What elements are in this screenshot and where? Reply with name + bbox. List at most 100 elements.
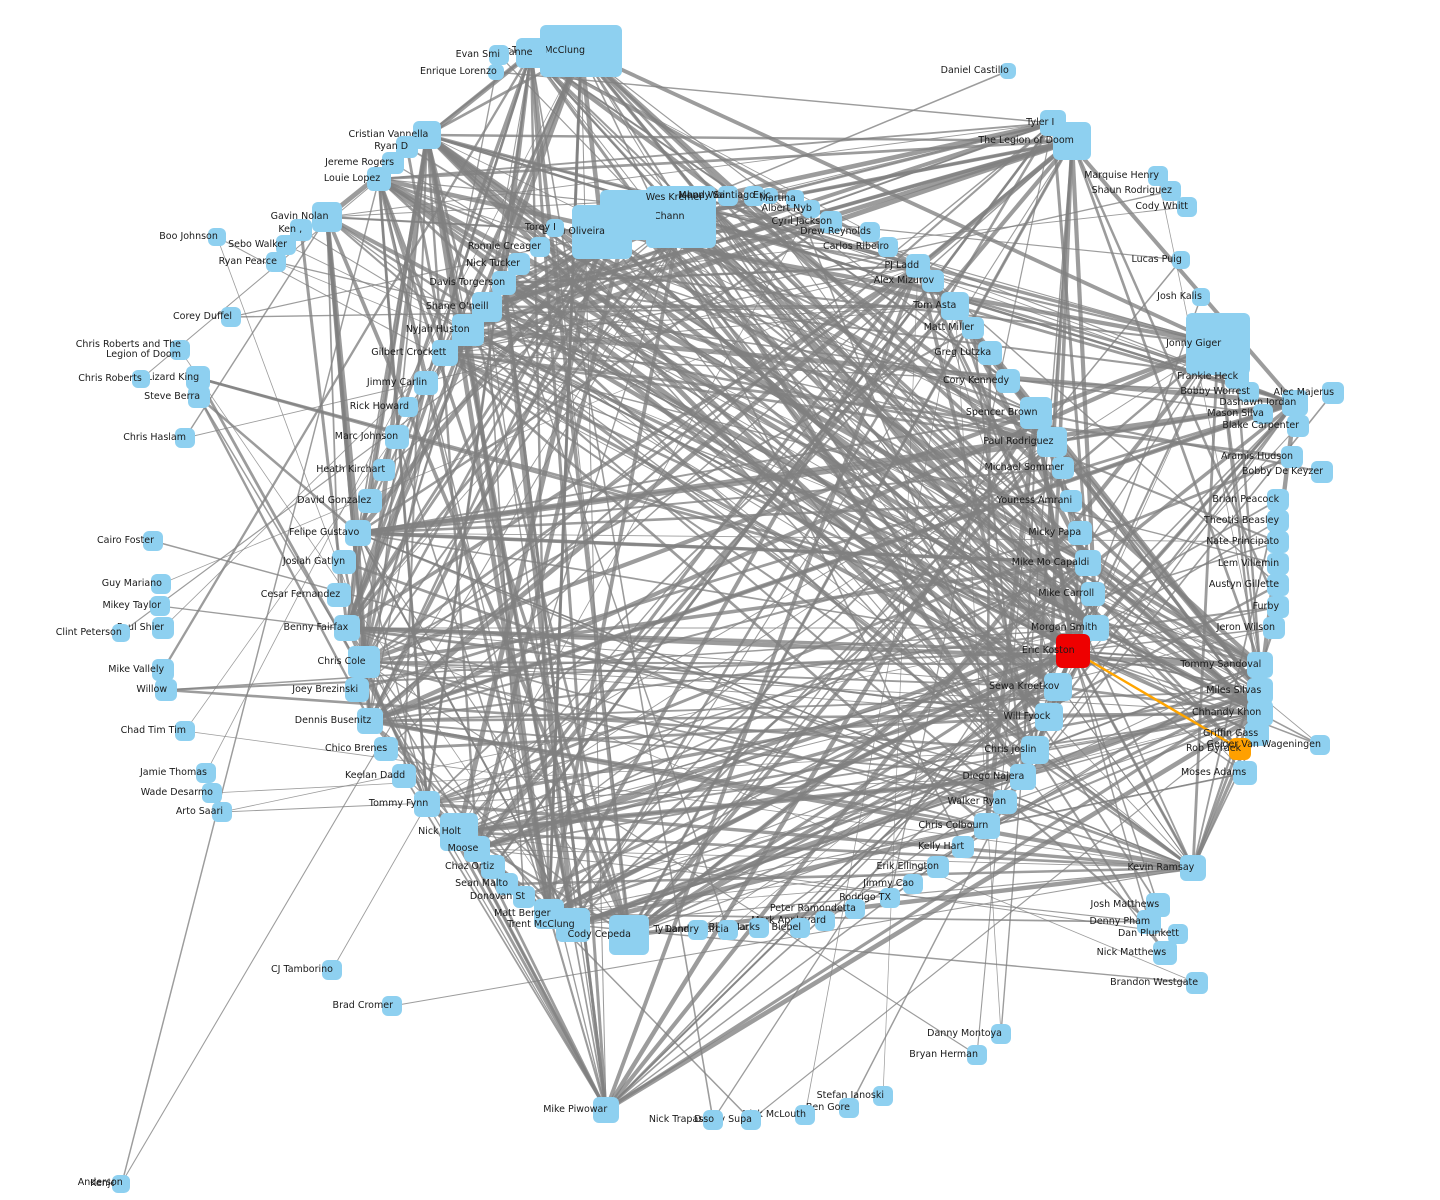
graph-node[interactable]: [1310, 735, 1330, 755]
graph-node[interactable]: [967, 1045, 987, 1065]
graph-node[interactable]: [1311, 461, 1333, 483]
graph-node[interactable]: [276, 235, 296, 255]
graph-node[interactable]: [1322, 382, 1344, 404]
graph-node[interactable]: [762, 188, 778, 204]
graph-node[interactable]: [488, 64, 504, 80]
graph-node[interactable]: [1044, 673, 1072, 701]
graph-node[interactable]: [212, 802, 232, 822]
graph-node[interactable]: [790, 918, 810, 938]
graph-node[interactable]: [385, 425, 409, 449]
graph-node[interactable]: [820, 211, 842, 233]
graph-node[interactable]: [432, 340, 458, 366]
graph-node[interactable]: [795, 1105, 815, 1125]
graph-node[interactable]: [922, 270, 944, 292]
graph-node[interactable]: [414, 791, 440, 817]
graph-node[interactable]: [993, 790, 1017, 814]
graph-node[interactable]: [221, 307, 241, 327]
graph-node[interactable]: [175, 428, 195, 448]
graph-node[interactable]: [718, 920, 738, 940]
graph-node[interactable]: [112, 624, 130, 642]
graph-node[interactable]: [1229, 738, 1251, 760]
graph-node[interactable]: [1021, 736, 1049, 764]
graph-node[interactable]: [1287, 415, 1309, 437]
graph-node[interactable]: [962, 317, 984, 339]
graph-node[interactable]: [1081, 582, 1105, 606]
graph-node[interactable]: [991, 1024, 1011, 1044]
graph-node[interactable]: [974, 813, 1000, 839]
graph-node[interactable]: [208, 228, 226, 246]
graph-node[interactable]: [266, 252, 286, 272]
graph-node[interactable]: [1239, 382, 1259, 402]
graph-node[interactable]: [802, 200, 820, 218]
graph-node[interactable]: [1172, 251, 1190, 269]
graph-node[interactable]: [508, 253, 530, 275]
graph-node[interactable]: [151, 574, 171, 594]
graph-node[interactable]: [703, 1110, 723, 1130]
graph-node[interactable]: [392, 764, 416, 788]
graph-node[interactable]: [1037, 427, 1067, 457]
graph-node[interactable]: [334, 615, 360, 641]
graph-node[interactable]: [1282, 390, 1308, 416]
graph-node[interactable]: [1281, 446, 1303, 468]
graph-node[interactable]: [175, 721, 195, 741]
graph-node[interactable]: [556, 908, 590, 942]
graph-node[interactable]: [1267, 489, 1289, 511]
graph-node[interactable]: [513, 886, 535, 908]
graph-node[interactable]: [1053, 122, 1091, 160]
graph-node[interactable]: [1137, 910, 1161, 934]
graph-node[interactable]: [1075, 550, 1101, 576]
graph-node[interactable]: [1267, 596, 1289, 618]
graph-node[interactable]: [1068, 521, 1092, 545]
graph-node[interactable]: [978, 341, 1002, 365]
graph-node[interactable]: [688, 920, 708, 940]
graph-node[interactable]: [155, 679, 177, 701]
graph-node[interactable]: [367, 167, 391, 191]
graph-node[interactable]: [1177, 197, 1197, 217]
graph-node[interactable]: [492, 271, 516, 295]
graph-node[interactable]: [1247, 678, 1273, 704]
graph-node[interactable]: [414, 371, 438, 395]
graph-node[interactable]: [873, 1086, 893, 1106]
graph-node[interactable]: [546, 219, 564, 237]
graph-node[interactable]: [152, 659, 174, 681]
graph-node[interactable]: [452, 314, 484, 346]
graph-node[interactable]: [593, 1097, 619, 1123]
graph-node[interactable]: [357, 708, 383, 734]
graph-node[interactable]: [860, 222, 880, 242]
graph-node[interactable]: [114, 1175, 130, 1191]
graph-node[interactable]: [718, 186, 738, 206]
graph-node[interactable]: [496, 873, 518, 895]
graph-node[interactable]: [1035, 703, 1063, 731]
graph-node[interactable]: [1186, 313, 1250, 375]
graph-node[interactable]: [1186, 972, 1208, 994]
graph-node[interactable]: [690, 186, 714, 210]
graph-node[interactable]: [845, 899, 865, 919]
graph-node[interactable]: [312, 202, 342, 232]
graph-node[interactable]: [1052, 457, 1074, 479]
graph-node[interactable]: [1247, 652, 1273, 678]
graph-node[interactable]: [880, 888, 900, 908]
graph-node[interactable]: [382, 996, 402, 1016]
graph-node[interactable]: [1153, 941, 1177, 965]
graph-node[interactable]: [1253, 404, 1273, 424]
graph-node[interactable]: [941, 292, 969, 320]
graph-node[interactable]: [345, 678, 369, 702]
graph-node[interactable]: [1247, 700, 1273, 726]
graph-node[interactable]: [749, 918, 769, 938]
graph-node[interactable]: [327, 583, 351, 607]
graph-node[interactable]: [839, 1098, 859, 1118]
graph-node[interactable]: [489, 45, 509, 65]
graph-node[interactable]: [572, 205, 632, 259]
graph-node[interactable]: [1056, 634, 1090, 668]
graph-node[interactable]: [170, 340, 190, 360]
graph-node[interactable]: [815, 911, 835, 931]
graph-node[interactable]: [152, 617, 174, 639]
graph-node[interactable]: [1267, 553, 1289, 575]
graph-node[interactable]: [202, 783, 222, 803]
graph-node[interactable]: [188, 386, 210, 408]
graph-node[interactable]: [530, 237, 550, 257]
graph-node[interactable]: [1233, 761, 1257, 785]
graph-node[interactable]: [1168, 924, 1188, 944]
graph-node[interactable]: [540, 25, 622, 77]
